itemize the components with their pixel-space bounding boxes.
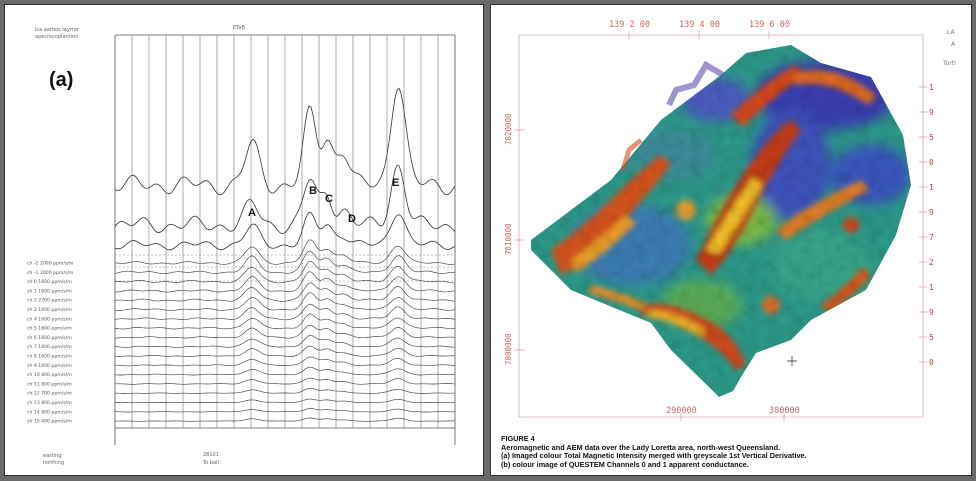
top-coordinate: 139 2 00	[609, 20, 650, 30]
right-coordinate-digit: 1	[929, 183, 934, 192]
right-coordinate-digit: 5	[929, 133, 934, 142]
right-coordinate-digit: 9	[929, 308, 934, 317]
right-coordinate-digit: 0	[929, 158, 934, 167]
caption-title: FIGURE 4	[501, 434, 535, 443]
figure-caption: FIGURE 4 Aeromagnetic and AEM data over …	[501, 434, 971, 469]
right-coordinate-digit: 1	[929, 283, 934, 292]
channel-label: ch 11 800 ppm/s/m	[27, 381, 72, 387]
channel-profile	[114, 292, 456, 311]
right-coordinate-digit: 1	[929, 83, 934, 92]
channel-profile	[114, 282, 456, 302]
channel-label: ch 12 700 ppm/s/m	[27, 391, 72, 397]
channel-label: ch 3 1600 ppm/s/m	[27, 307, 72, 313]
peak-label: E	[392, 177, 399, 189]
left-coordinate: 7800000	[504, 333, 513, 365]
right-coordinate-digit: 0	[929, 358, 934, 367]
channel-profile	[114, 250, 455, 275]
channel-label: ch 8 1600 ppm/s/m	[27, 354, 72, 360]
right-coordinate-digit: 2	[929, 258, 934, 267]
channel-profile	[114, 324, 456, 339]
channel-label: ch -2 2000 ppm/s/m	[27, 261, 74, 267]
channel-label: ch 13 800 ppm/s/m	[27, 400, 72, 406]
aem-profile-panel: lca aarbos iayrrar apecrocoplantion ETaB…	[4, 4, 484, 476]
channel-profile	[114, 335, 455, 348]
channel-label: ch 0 1600 ppm/s/m	[27, 279, 72, 285]
caption-line-3: (b) colour image of QUESTEM Channels 0 a…	[501, 459, 749, 469]
profile-curve-upper	[114, 87, 456, 196]
channel-label: ch 6 1600 ppm/s/m	[27, 335, 72, 341]
channel-profile	[115, 398, 456, 404]
channel-label: ch 2 2700 ppm/s/m	[27, 298, 72, 304]
channel-profile	[114, 366, 455, 376]
footer-left-2: northing	[43, 460, 65, 466]
magnetic-map: 139 2 00 139 4 00 139 6 00 7820000 7810000 78…	[504, 20, 934, 421]
channel-label: ch 5 1600 ppm/s/m	[27, 326, 72, 332]
channel-label: ch 9 1600 ppm/s/m	[27, 363, 72, 369]
channel-profile	[114, 260, 455, 284]
channel-label: ch 10 800 ppm/s/m	[27, 372, 72, 378]
peak-label: D	[348, 213, 356, 225]
right-coordinate-digit: 9	[929, 208, 934, 217]
cross-marker	[787, 356, 797, 366]
channel-label: ch 14 800 ppm/s/m	[27, 409, 72, 415]
peak-label: C	[325, 193, 333, 205]
edge-text-2: A	[951, 41, 956, 48]
header-center: ETaB	[233, 25, 245, 31]
header-left-line-2: apecrocoplantion	[35, 34, 79, 40]
left-coordinate: 7820000	[504, 113, 513, 145]
channel-profile	[114, 387, 456, 394]
right-coordinate-digit: 9	[929, 108, 934, 117]
right-coordinate-digit: 5	[929, 333, 934, 342]
channel-profile	[114, 345, 456, 357]
channel-profile	[115, 271, 456, 293]
profile-plot: ch -2 2000 ppm/s/m ch -1 2000 ppm/s/m ch 0…	[27, 34, 456, 445]
channel-profile	[115, 417, 455, 422]
caption-line-1: Aeromagnetic and AEM data over the Lady …	[501, 442, 781, 452]
peak-label: B	[309, 185, 317, 197]
left-coordinate: 7810000	[504, 223, 513, 255]
edge-text-1: LA	[947, 29, 955, 36]
channel-profile	[114, 313, 456, 330]
peak-label: A	[248, 207, 256, 219]
footer-left-1: easting	[43, 453, 62, 459]
map-colour-field	[531, 45, 911, 397]
header-left-line-1: lca aarbos iayrrar	[35, 27, 79, 33]
channel-label: ch 4 1600 ppm/s/m	[27, 316, 72, 322]
panel-label-a: (a)	[49, 69, 74, 91]
channel-label: ch 15 400 ppm/s/m	[27, 419, 72, 425]
top-coordinate: 139 6 00	[749, 20, 790, 30]
bottom-coordinate: 300000	[769, 406, 800, 416]
profile-curve-second	[114, 164, 456, 235]
bottom-coordinate: 290000	[666, 406, 697, 416]
channel-profile	[114, 239, 456, 265]
channel-label: ch 1 1600 ppm/s/m	[27, 288, 72, 294]
channel-profile	[114, 408, 455, 413]
footer-center-2: To ball	[203, 460, 219, 466]
channel-profile	[114, 377, 456, 385]
channel-label: ch -1 2000 ppm/s/m	[27, 270, 74, 276]
right-coordinate-digit: 7	[929, 233, 934, 242]
aeromagnetic-map-panel: 139 2 00 139 4 00 139 6 00 7820000 7810000 78…	[490, 4, 972, 476]
profile-curve-third	[114, 211, 456, 251]
channel-label: ch 7 1600 ppm/s/m	[27, 344, 72, 350]
channel-profile	[115, 356, 456, 367]
caption-line-2: (a) Imaged colour Total Magnetic Intensi…	[501, 451, 807, 461]
channel-profile	[114, 303, 456, 321]
footer-center-1: 28101	[203, 452, 219, 458]
edge-text-3: Torti	[943, 60, 956, 67]
top-coordinate: 139 4 00	[679, 20, 720, 30]
